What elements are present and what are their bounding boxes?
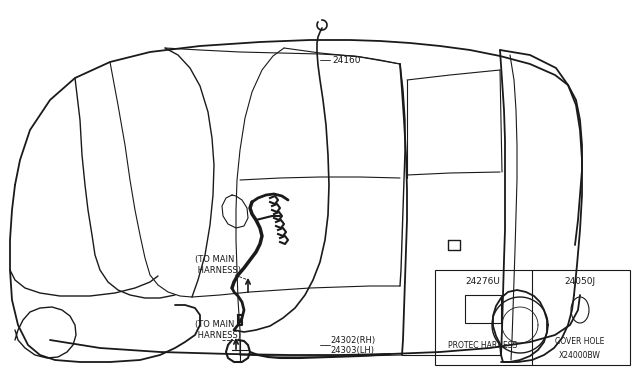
Text: 24303(LH): 24303(LH): [330, 346, 374, 355]
Text: (TO MAIN
 HARNESS): (TO MAIN HARNESS): [195, 320, 241, 340]
Ellipse shape: [571, 297, 589, 323]
Text: 24302(RH): 24302(RH): [330, 336, 375, 344]
Text: 24160: 24160: [332, 55, 360, 64]
Text: 24276U: 24276U: [465, 278, 500, 286]
Text: PROTEC HARNESS: PROTEC HARNESS: [449, 340, 518, 350]
Bar: [465, 295, 501, 323]
Text: COVER HOLE: COVER HOLE: [556, 337, 605, 346]
Text: (TO MAIN
 HARNESS): (TO MAIN HARNESS): [195, 255, 241, 275]
Bar: [435, 270, 630, 365]
Text: X24000BW: X24000BW: [559, 350, 601, 359]
Text: 24050J: 24050J: [564, 278, 596, 286]
